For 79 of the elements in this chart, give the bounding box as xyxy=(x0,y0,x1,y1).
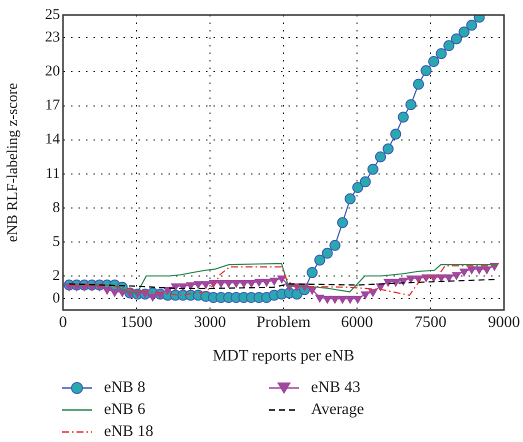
point xyxy=(458,26,470,38)
point xyxy=(254,278,264,287)
point xyxy=(322,248,333,259)
point xyxy=(148,294,158,302)
point xyxy=(171,283,180,292)
point xyxy=(398,112,409,123)
point xyxy=(367,164,378,175)
y-tick-label: 14 xyxy=(45,132,60,148)
y-tick-label: 2 xyxy=(52,268,60,284)
point xyxy=(467,266,476,274)
point xyxy=(420,65,432,76)
x-axis-title: MDT reports per eNB xyxy=(212,348,354,365)
point xyxy=(375,151,386,162)
point xyxy=(428,56,440,68)
point xyxy=(482,266,492,274)
point xyxy=(201,281,210,289)
point xyxy=(368,289,378,297)
point xyxy=(436,48,447,60)
legend-label: eNB 6 xyxy=(104,401,146,419)
x-tick-label: 3000 xyxy=(194,314,226,331)
point xyxy=(352,182,364,193)
y-tick-label: 23 xyxy=(45,30,60,46)
point xyxy=(405,99,416,110)
point xyxy=(443,40,454,52)
point xyxy=(315,294,324,303)
y-axis-title: eNB RLF-labeling z-score xyxy=(4,82,21,242)
point xyxy=(239,280,248,288)
point xyxy=(262,278,271,287)
point xyxy=(216,280,226,288)
point xyxy=(110,289,120,297)
point xyxy=(330,296,340,304)
point xyxy=(337,217,348,228)
y-tick-label: 0 xyxy=(52,290,60,307)
point xyxy=(247,280,256,288)
point xyxy=(270,278,279,286)
point xyxy=(344,193,356,204)
x-tick-label: 6000 xyxy=(341,314,373,331)
point xyxy=(406,275,416,284)
point xyxy=(322,296,332,304)
point xyxy=(412,78,424,90)
legend-label: eNB 43 xyxy=(311,379,360,397)
point xyxy=(460,268,468,276)
point xyxy=(360,291,370,300)
point xyxy=(466,20,478,31)
point xyxy=(360,176,371,188)
y-tick-label: 8 xyxy=(52,200,60,216)
legend-label: eNB 8 xyxy=(104,379,146,397)
point xyxy=(338,296,347,304)
x-tick-label: 9000 xyxy=(488,314,520,331)
x-tick-label: 1500 xyxy=(120,314,152,331)
point xyxy=(277,275,286,284)
point xyxy=(353,296,362,304)
point xyxy=(390,128,402,140)
point xyxy=(186,282,196,290)
point xyxy=(450,33,462,44)
legend-label: eNB 18 xyxy=(104,423,154,441)
point xyxy=(314,254,326,266)
point xyxy=(329,240,340,251)
point xyxy=(224,280,234,288)
point xyxy=(306,267,318,278)
legend-label: Average xyxy=(311,401,364,419)
y-tick-label: 25 xyxy=(45,6,60,23)
point xyxy=(232,280,241,288)
point xyxy=(102,286,112,295)
point xyxy=(444,274,454,282)
y-tick-label: 11 xyxy=(46,166,60,182)
y-tick-label: 17 xyxy=(45,98,60,114)
x-tick-label: 7500 xyxy=(414,314,446,331)
point xyxy=(382,143,394,154)
x-tick-label: Problem xyxy=(256,314,312,331)
point xyxy=(384,278,393,287)
point xyxy=(194,281,203,289)
y-tick-label: 20 xyxy=(45,64,60,80)
y-tick-label: 5 xyxy=(52,234,60,250)
point xyxy=(474,266,484,274)
point xyxy=(391,278,400,287)
point xyxy=(346,296,355,304)
point xyxy=(452,272,461,280)
point xyxy=(308,286,317,295)
